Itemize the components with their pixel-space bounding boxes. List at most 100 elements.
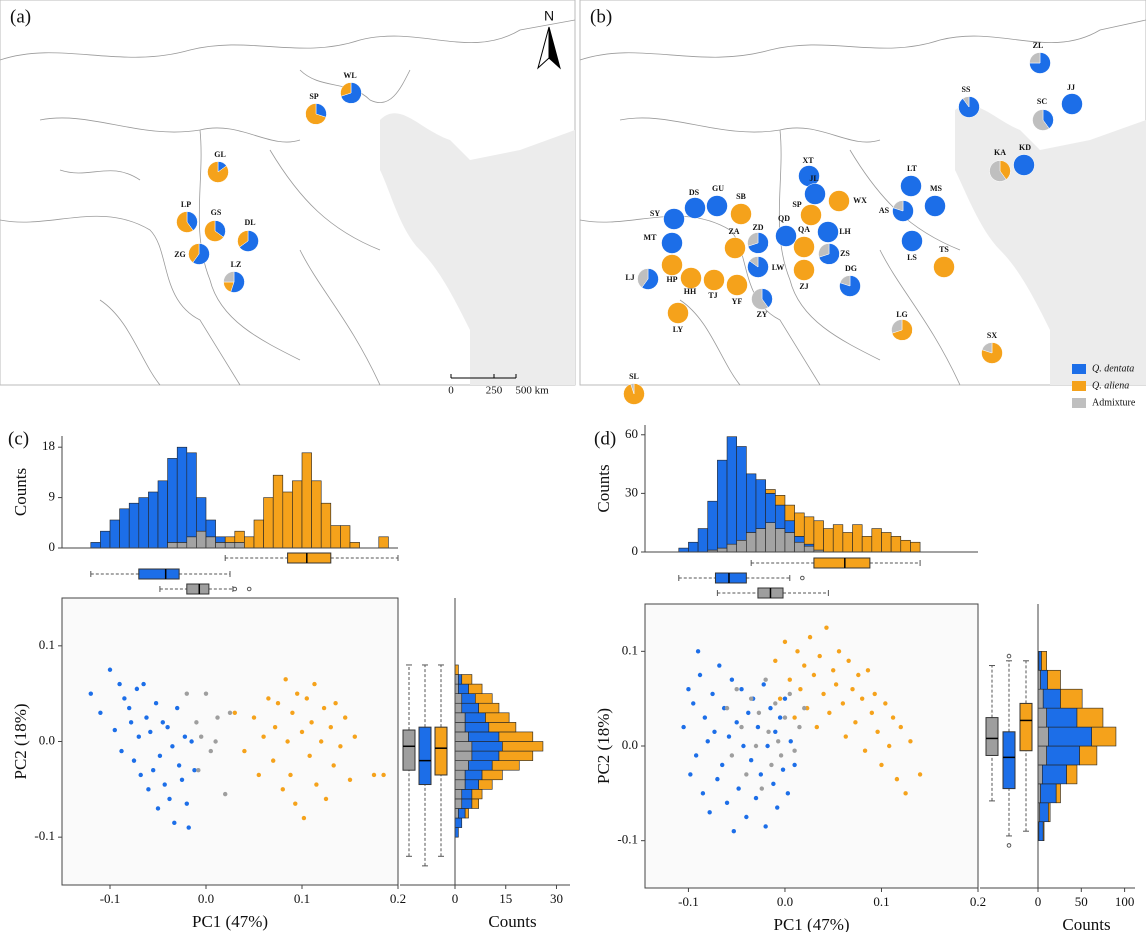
- point: [748, 758, 754, 763]
- point: [343, 715, 348, 720]
- point: [840, 701, 846, 706]
- histogram-bar: [1076, 707, 1104, 728]
- point: [763, 824, 768, 829]
- point: [146, 787, 151, 792]
- site-label: DL: [244, 218, 255, 227]
- point: [381, 772, 386, 778]
- site-label: WX: [853, 196, 867, 205]
- point: [165, 724, 170, 730]
- histogram-bar: [1042, 821, 1045, 841]
- point: [138, 772, 143, 778]
- point: [323, 796, 329, 802]
- pie-slice: [962, 96, 970, 108]
- point: [136, 734, 141, 739]
- site-label: HP: [666, 275, 677, 284]
- pie-slice: [730, 203, 752, 225]
- histogram-bar: [186, 536, 197, 549]
- site-label: ZY: [756, 310, 767, 319]
- histogram-bar: [491, 760, 520, 771]
- point: [223, 791, 228, 797]
- pie-slice: [680, 267, 702, 289]
- histogram-bar: [458, 674, 463, 685]
- point: [765, 743, 770, 749]
- histogram-bar: [224, 536, 236, 543]
- point: [272, 724, 278, 730]
- pie-slice: [989, 160, 1007, 182]
- histogram-bar: [454, 702, 463, 714]
- point: [681, 724, 686, 730]
- site-label: XT: [802, 156, 814, 165]
- histogram-bar: [746, 473, 757, 533]
- point: [328, 724, 333, 730]
- histogram-bar: [186, 452, 197, 538]
- point: [821, 691, 826, 697]
- pie-slice: [340, 82, 352, 97]
- point: [798, 687, 803, 692]
- histogram-bar: [320, 502, 332, 549]
- pie-slice: [661, 232, 683, 254]
- point: [768, 705, 773, 711]
- sea: [380, 113, 575, 386]
- pie-slice: [828, 190, 850, 212]
- point: [797, 724, 802, 730]
- pie-slice: [1032, 109, 1050, 131]
- histogram-bar: [454, 827, 459, 838]
- y-tick-label: -0.1: [617, 832, 638, 847]
- histogram-bar: [464, 808, 469, 819]
- site-label: SS: [962, 85, 971, 94]
- histogram-bar: [871, 528, 882, 553]
- pie-slice: [637, 268, 649, 288]
- y-tick-label: 0: [49, 539, 56, 554]
- histogram-bar: [474, 693, 493, 704]
- point: [753, 795, 759, 801]
- site-label: JJ: [1067, 83, 1075, 92]
- pie-slice: [214, 220, 226, 238]
- pie-slice: [800, 204, 822, 226]
- point: [107, 667, 113, 672]
- histogram-bar: [205, 519, 216, 538]
- histogram-bar: [454, 779, 466, 790]
- histogram-bar: [454, 683, 459, 694]
- point: [724, 800, 730, 805]
- histogram-bar: [454, 712, 466, 723]
- histogram-bar: [1037, 707, 1047, 728]
- point: [890, 715, 896, 720]
- point: [739, 724, 744, 730]
- pie-slice: [933, 256, 955, 278]
- pie-slice: [900, 175, 922, 197]
- point: [700, 791, 706, 796]
- point: [734, 687, 739, 692]
- y-tick-label: 18: [42, 438, 55, 453]
- point: [314, 782, 319, 787]
- site-label: QD: [778, 214, 790, 223]
- site-label: JL: [809, 174, 818, 183]
- point: [887, 743, 892, 749]
- site-label: ZS: [840, 249, 850, 258]
- point: [862, 748, 868, 753]
- point: [771, 781, 776, 787]
- histogram-bar: [910, 541, 921, 553]
- histogram-bar: [1038, 651, 1042, 671]
- histogram-bar: [301, 452, 312, 549]
- border: [0, 19, 576, 61]
- point: [853, 720, 858, 725]
- point: [283, 677, 288, 682]
- point: [271, 758, 276, 763]
- point: [894, 776, 900, 782]
- histogram-bar: [454, 750, 473, 761]
- site-label: GS: [211, 208, 222, 217]
- box: [985, 717, 999, 756]
- pie-slice: [703, 269, 725, 291]
- border: [0, 149, 381, 386]
- point: [802, 663, 807, 668]
- histogram-bar: [272, 474, 284, 549]
- histogram-bar: [1047, 669, 1061, 690]
- outlier: [1006, 843, 1012, 848]
- histogram-bar: [1048, 802, 1051, 823]
- point: [785, 791, 791, 796]
- histogram-bar: [1040, 669, 1048, 690]
- site-label: AS: [879, 206, 890, 215]
- pie-slice: [751, 288, 769, 310]
- histogram-bar: [157, 480, 168, 549]
- x-tick-label: 100: [1115, 894, 1135, 909]
